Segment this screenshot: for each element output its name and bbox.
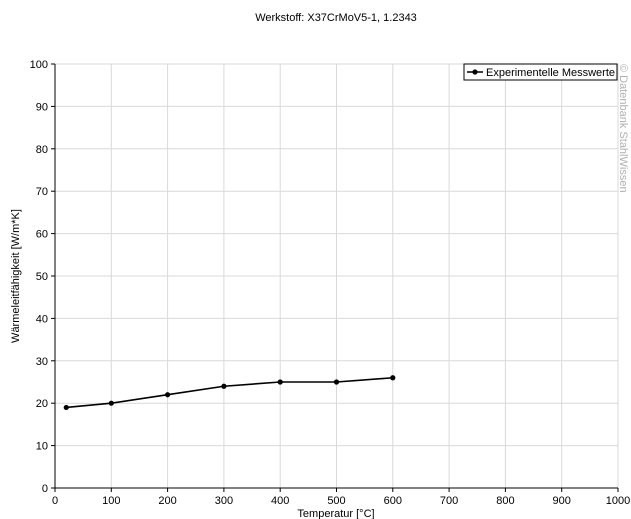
- x-tick-label: 800: [496, 495, 514, 507]
- y-tick-label: 30: [36, 356, 48, 368]
- y-axis-label: Wärmeleitfähigkeit [W/m*K]: [10, 209, 22, 343]
- data-point: [221, 383, 227, 389]
- y-tick-label: 20: [36, 398, 48, 410]
- watermark: © Datenbank StahlWissen: [617, 64, 629, 193]
- x-tick-label: 0: [52, 495, 58, 507]
- x-tick-label: 500: [327, 495, 345, 507]
- y-tick-label: 90: [36, 101, 48, 113]
- grid: [55, 63, 619, 488]
- y-tick-label: 100: [30, 59, 48, 71]
- x-tick-label: 1000: [606, 495, 630, 507]
- legend-label: Experimentelle Messwerte: [486, 67, 615, 79]
- y-tick-label: 0: [42, 483, 48, 495]
- legend-box: [463, 63, 618, 81]
- data-point: [165, 392, 171, 398]
- x-tick-label: 600: [384, 495, 402, 507]
- y-tick-label: 60: [36, 229, 48, 241]
- x-tick-label: 900: [553, 495, 571, 507]
- data-point: [333, 379, 340, 385]
- data-point: [108, 400, 114, 406]
- legend: Experimentelle Messwerte: [463, 63, 618, 81]
- y-tick-label: 80: [36, 144, 48, 156]
- y-tick-label: 10: [36, 441, 48, 453]
- axes: [51, 63, 619, 492]
- x-tick-label: 400: [271, 495, 289, 507]
- x-tick-label: 700: [440, 495, 458, 507]
- y-tick-label: 40: [36, 313, 48, 325]
- x-axis-label: Temperatur [°C]: [297, 508, 374, 519]
- data-point: [277, 379, 283, 385]
- chart-title: Werkstoff: X37CrMoV5-1, 1.2343: [255, 12, 417, 24]
- data-point: [390, 375, 396, 381]
- legend-dot-marker: [472, 69, 478, 75]
- y-tick-label: 50: [36, 271, 48, 283]
- x-tick-label: 200: [158, 495, 176, 507]
- tick-labels: 0 100 200 300 400 500 600 700 800 900 1000 0 10 20 30 4…: [30, 59, 631, 507]
- data-point: [63, 404, 69, 411]
- x-tick-label: 300: [215, 495, 233, 507]
- series: [63, 375, 396, 411]
- y-tick-label: 70: [36, 186, 48, 198]
- x-tick-label: 100: [102, 495, 120, 507]
